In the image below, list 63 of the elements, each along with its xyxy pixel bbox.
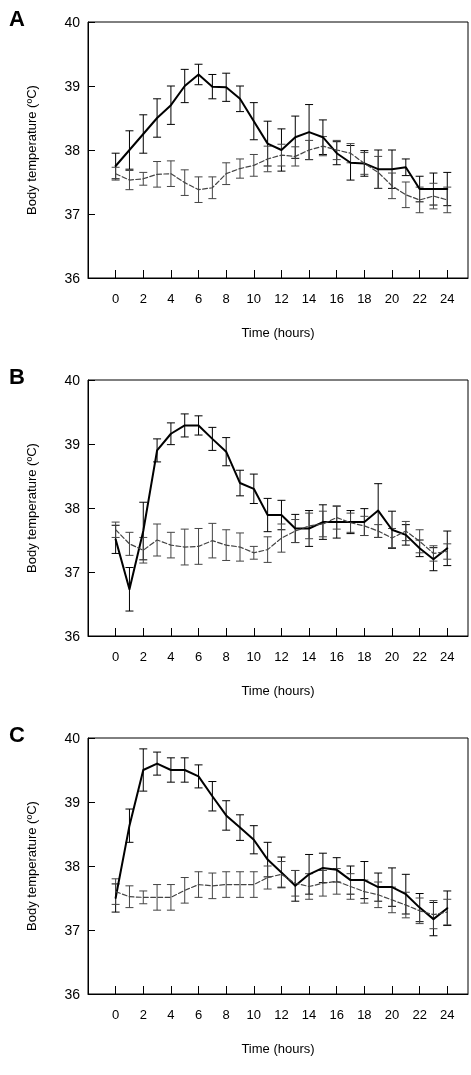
x-tick-label: 2	[139, 649, 147, 664]
y-tick-label: 36	[64, 628, 81, 644]
x-tick-label: 10	[246, 649, 262, 664]
x-tick-label: 18	[357, 649, 372, 664]
x-tick-label: 0	[112, 649, 120, 664]
x-tick-label: 4	[167, 1007, 175, 1022]
x-tick-label: 22	[412, 291, 427, 306]
x-tick-label: 24	[440, 291, 455, 306]
x-tick-label: 18	[357, 1007, 372, 1022]
y-axis-title: Body temperature (ºC)	[24, 801, 39, 931]
y-tick-label: 38	[64, 858, 81, 874]
y-tick-label: 36	[64, 986, 81, 1002]
x-tick-label: 6	[194, 649, 203, 664]
x-axis-title: Time (hours)	[241, 325, 315, 340]
x-tick-label: 16	[329, 1007, 344, 1022]
x-tick-label: 16	[329, 649, 344, 664]
chart-title: A	[9, 5, 25, 31]
x-tick-label: 22	[412, 649, 427, 664]
x-tick-label: 12	[274, 1007, 289, 1022]
x-tick-label: 20	[384, 649, 400, 664]
y-tick-label: 39	[64, 436, 81, 452]
x-axis-title: Time (hours)	[241, 1041, 315, 1056]
x-tick-label: 8	[222, 649, 230, 664]
y-tick-label: 37	[64, 564, 81, 580]
y-tick-label: 37	[64, 206, 81, 222]
x-tick-label: 24	[440, 1007, 455, 1022]
x-tick-label: 8	[222, 1007, 230, 1022]
x-tick-label: 12	[274, 649, 289, 664]
x-tick-label: 18	[357, 291, 372, 306]
y-axis-title: Body temperature (ºC)	[24, 443, 39, 573]
x-tick-label: 0	[112, 291, 120, 306]
chart-title: C	[9, 721, 25, 747]
x-tick-label: 14	[301, 649, 317, 664]
x-tick-label: 4	[167, 649, 175, 664]
y-axis-title: Body temperature (ºC)	[24, 85, 39, 215]
x-tick-label: 2	[139, 1007, 147, 1022]
x-tick-label: 22	[412, 1007, 427, 1022]
x-tick-label: 4	[167, 291, 175, 306]
x-tick-label: 24	[440, 649, 455, 664]
y-tick-label: 39	[64, 78, 81, 94]
x-tick-label: 2	[139, 291, 147, 306]
x-tick-label: 12	[274, 291, 289, 306]
x-tick-label: 6	[194, 1007, 203, 1022]
x-tick-label: 14	[301, 1007, 317, 1022]
y-tick-label: 38	[64, 142, 81, 158]
x-tick-label: 14	[301, 291, 317, 306]
x-tick-label: 10	[246, 1007, 262, 1022]
x-tick-label: 10	[246, 291, 262, 306]
y-tick-label: 37	[64, 922, 81, 938]
y-tick-label: 40	[64, 372, 81, 388]
y-tick-label: 40	[64, 14, 81, 30]
chart-title: B	[9, 363, 25, 389]
y-tick-label: 40	[64, 730, 81, 746]
x-tick-label: 6	[194, 291, 203, 306]
y-tick-label: 38	[64, 500, 81, 516]
y-tick-label: 36	[64, 270, 81, 286]
x-tick-label: 20	[384, 1007, 400, 1022]
x-tick-label: 16	[329, 291, 344, 306]
y-tick-label: 39	[64, 794, 81, 810]
x-tick-label: 0	[112, 1007, 120, 1022]
x-tick-label: 8	[222, 291, 230, 306]
x-axis-title: Time (hours)	[241, 683, 315, 698]
x-tick-label: 20	[384, 291, 400, 306]
